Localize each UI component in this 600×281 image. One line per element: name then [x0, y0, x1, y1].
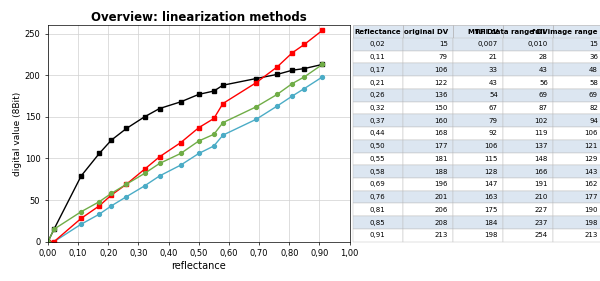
- full image range: [123, 183, 130, 186]
- full image range: [141, 172, 148, 175]
- MTF DV: [95, 212, 103, 216]
- full image range: [301, 75, 308, 79]
- full data range DV: [50, 240, 58, 243]
- full data range DV: [95, 204, 103, 208]
- MTF DV: [44, 240, 52, 243]
- full image range: [177, 152, 184, 155]
- MTF DV: [77, 223, 85, 226]
- MTF DV: [123, 195, 130, 198]
- original DV: [77, 174, 85, 178]
- Line: full data range DV: full data range DV: [46, 28, 325, 244]
- MTF DV: [253, 118, 260, 121]
- original DV: [274, 73, 281, 76]
- full image range: [253, 105, 260, 108]
- original DV: [123, 127, 130, 130]
- MTF DV: [195, 152, 202, 155]
- original DV: [95, 152, 103, 155]
- original DV: [141, 115, 148, 119]
- full data range DV: [123, 183, 130, 186]
- Line: MTF DV: MTF DV: [46, 75, 325, 244]
- full data range DV: [210, 117, 217, 120]
- full image range: [156, 162, 163, 165]
- original DV: [44, 240, 52, 243]
- MTF DV: [210, 144, 217, 148]
- original DV: [108, 139, 115, 142]
- full data range DV: [156, 155, 163, 158]
- MTF DV: [220, 133, 227, 137]
- original DV: [50, 228, 58, 231]
- full data range DV: [141, 167, 148, 171]
- full data range DV: [289, 51, 296, 55]
- Y-axis label: digital value (8Bit): digital value (8Bit): [13, 91, 22, 176]
- full image range: [220, 121, 227, 124]
- full data range DV: [108, 193, 115, 197]
- full data range DV: [195, 126, 202, 129]
- original DV: [156, 107, 163, 110]
- MTF DV: [156, 174, 163, 178]
- original DV: [253, 77, 260, 80]
- original DV: [220, 83, 227, 87]
- full image range: [108, 192, 115, 195]
- original DV: [319, 63, 326, 66]
- full image range: [289, 82, 296, 85]
- full image range: [210, 133, 217, 136]
- MTF DV: [141, 184, 148, 188]
- full image range: [195, 139, 202, 143]
- original DV: [289, 69, 296, 72]
- full image range: [50, 228, 58, 231]
- full data range DV: [77, 217, 85, 220]
- full data range DV: [253, 81, 260, 84]
- original DV: [301, 67, 308, 70]
- full image range: [274, 93, 281, 96]
- X-axis label: reflectance: reflectance: [172, 261, 226, 271]
- MTF DV: [108, 204, 115, 208]
- full data range DV: [177, 141, 184, 144]
- MTF DV: [50, 240, 58, 243]
- full image range: [77, 210, 85, 213]
- MTF DV: [301, 87, 308, 90]
- original DV: [177, 100, 184, 103]
- original DV: [210, 89, 217, 93]
- full data range DV: [301, 43, 308, 46]
- MTF DV: [274, 104, 281, 108]
- MTF DV: [177, 164, 184, 167]
- full image range: [95, 200, 103, 203]
- MTF DV: [319, 75, 326, 79]
- Line: original DV: original DV: [46, 62, 325, 244]
- full data range DV: [274, 65, 281, 69]
- MTF DV: [289, 94, 296, 98]
- full image range: [44, 240, 52, 243]
- original DV: [195, 93, 202, 96]
- full data range DV: [319, 29, 326, 32]
- full data range DV: [220, 102, 227, 105]
- full data range DV: [44, 240, 52, 243]
- full image range: [319, 63, 326, 66]
- Legend: original DV, MTF DV, full data range DV, full image range: original DV, MTF DV, full data range DV,…: [357, 112, 457, 160]
- Line: full image range: full image range: [46, 62, 325, 244]
- Title: Overview: linearization methods: Overview: linearization methods: [91, 11, 307, 24]
